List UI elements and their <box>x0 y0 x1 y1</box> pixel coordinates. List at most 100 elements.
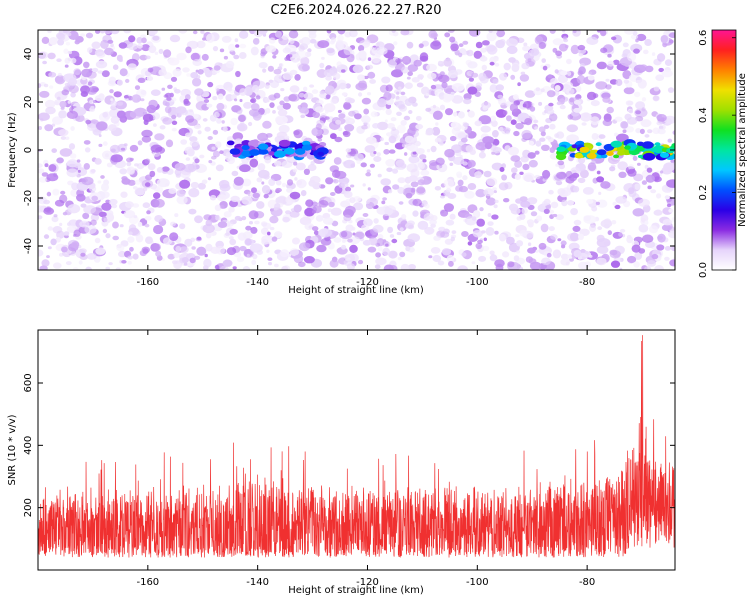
spectrogram-cell <box>535 87 541 92</box>
spectrogram-cell <box>201 53 209 61</box>
spectrogram-cell <box>662 219 673 226</box>
spectrogram-cell <box>634 183 641 190</box>
spectrogram-cell <box>191 246 196 250</box>
spectrogram-cell <box>467 241 473 246</box>
spectrogram-cell <box>596 199 608 208</box>
spectrogram-cell <box>323 103 336 113</box>
spectrogram-cell <box>615 196 627 204</box>
spectrogram-cell <box>451 230 457 235</box>
spectrogram-cell <box>282 72 293 80</box>
spectrogram-cell <box>501 163 507 169</box>
spectrogram-cell <box>44 99 56 109</box>
spectrogram-cell <box>86 87 98 95</box>
spectrogram-cell <box>110 43 114 47</box>
spectrogram-cell <box>644 266 652 270</box>
spectrogram-cell <box>406 76 411 80</box>
spectrogram-cell <box>100 191 110 199</box>
spectrogram-cell <box>385 159 396 167</box>
spectrogram-cell <box>204 69 213 78</box>
colorbar-gradient <box>711 29 737 271</box>
spectrogram-cell <box>234 215 242 221</box>
spectrogram-cell <box>196 246 207 256</box>
spectrogram-cell <box>288 54 293 58</box>
spectrogram-cell <box>406 41 414 49</box>
spectrogram-cell <box>570 208 578 216</box>
spectrogram-cell <box>630 34 639 40</box>
spectrogram-cell <box>366 64 374 70</box>
spectrogram-cell <box>395 58 403 64</box>
spectrogram-cell <box>175 245 182 253</box>
spectrogram-cell <box>404 82 413 89</box>
spectrogram-cell <box>434 186 442 191</box>
spectrogram-cell <box>622 70 632 80</box>
spectrogram-cell <box>663 162 675 172</box>
spectrogram-cell <box>543 208 550 214</box>
spectrogram-cell <box>280 88 285 92</box>
spectrogram-cell <box>430 145 437 153</box>
spectrogram-cell <box>73 229 81 237</box>
spectrogram-cell <box>534 174 541 180</box>
spectrogram-cell <box>639 128 645 135</box>
spectrogram-cell <box>364 145 376 153</box>
spectrogram-cell <box>557 74 569 84</box>
spectrogram-cell <box>658 67 664 73</box>
spectrogram-cell <box>437 260 445 266</box>
spectrogram-cell <box>543 198 551 206</box>
spectrogram-cell <box>566 58 572 65</box>
spectrogram-cell <box>343 159 356 169</box>
spectrogram-cell <box>274 263 279 268</box>
spectrogram-cell <box>483 188 495 197</box>
spectrogram-cell <box>637 162 641 166</box>
spectrogram-cell <box>596 176 605 183</box>
spectrogram-cell <box>657 235 663 240</box>
spectrogram-cell <box>647 185 652 190</box>
spectrogram-cell <box>639 64 648 72</box>
spectrogram-cell <box>376 152 381 157</box>
spectrogram-cell <box>369 79 376 84</box>
spectrogram-cell <box>661 69 673 78</box>
spectrogram-cell <box>244 238 252 246</box>
spectrogram-cell <box>154 51 159 55</box>
spectrogram-cell <box>449 162 454 166</box>
spectrogram-signal-cell <box>610 140 623 148</box>
spectrogram-cell <box>215 245 226 255</box>
spectrogram-cell <box>349 118 354 122</box>
spectrogram-cell <box>358 50 367 59</box>
spectrogram-cell <box>318 200 329 208</box>
spectrogram-cell <box>108 76 117 85</box>
spectrogram-cell <box>125 78 130 83</box>
spectrogram-cell <box>554 69 559 74</box>
spectrogram-cell <box>260 227 269 235</box>
spectrogram-cell <box>449 135 457 142</box>
spectrogram-cell <box>118 42 128 49</box>
spectrogram-cell <box>303 92 314 100</box>
spectrogram-cell <box>192 77 202 87</box>
spectrogram-cell <box>611 220 617 225</box>
spectrogram-cell <box>528 159 538 168</box>
spectrogram-cell <box>506 45 518 55</box>
spectrogram-cell <box>335 119 342 125</box>
spectrogram-cell <box>540 88 545 93</box>
spectrogram-cell <box>485 227 495 236</box>
spectrogram-cell <box>577 177 586 184</box>
spectrogram-cell <box>150 144 163 153</box>
spectrogram-cell <box>304 223 315 231</box>
spectrogram-cell <box>398 86 402 90</box>
spectrogram-cell <box>223 55 228 60</box>
spectrogram-cell <box>300 114 306 119</box>
spectrogram-cell <box>634 251 643 260</box>
spectrogram-cell <box>457 132 466 139</box>
spectrogram-cell <box>667 87 675 93</box>
spectrogram-cell <box>141 37 147 44</box>
spectrogram-cell <box>421 86 430 95</box>
spectrogram-cell <box>430 223 436 228</box>
spectrogram-cell <box>408 264 416 270</box>
spectrogram-cell <box>46 255 50 259</box>
spectrogram-cell <box>101 70 110 78</box>
spectrogram-cell <box>449 36 456 43</box>
spectrogram-cell <box>457 111 465 119</box>
spectrogram-cell <box>48 71 57 78</box>
spectrogram-cell <box>372 224 384 233</box>
spectrogram-cell <box>202 118 208 122</box>
spectrogram-cell <box>549 30 556 34</box>
